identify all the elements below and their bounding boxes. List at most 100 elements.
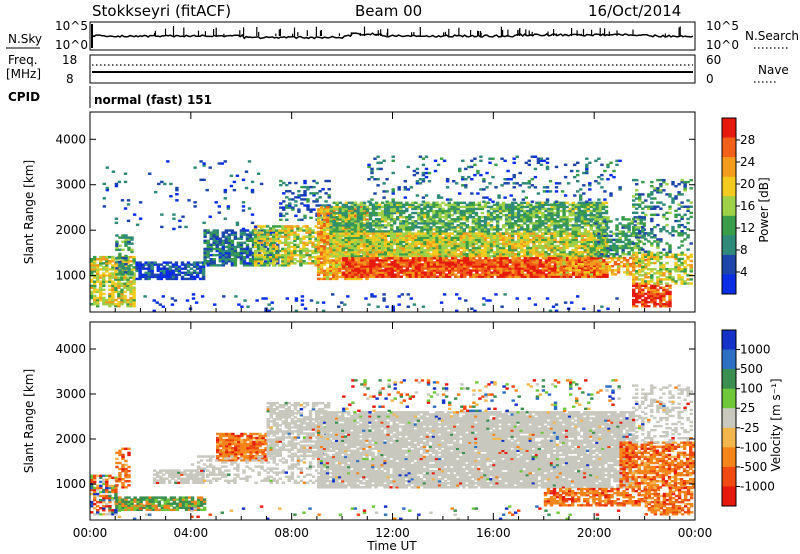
power-cell-2456 (508, 222, 512, 225)
power-cell-547 (212, 260, 216, 263)
power-cell-862 (256, 243, 261, 247)
power-cell-2180 (435, 209, 439, 213)
power-cell-454 (180, 263, 185, 266)
power-cell-516 (203, 231, 207, 234)
power-cell-3450 (480, 234, 485, 238)
power-cell-1261 (316, 214, 321, 217)
power-cell-2978 (356, 244, 361, 248)
power-cell-4500 (538, 275, 543, 278)
power-cell-2471 (511, 222, 515, 225)
power-cell-3297 (441, 253, 445, 256)
power-cell-3497 (495, 253, 500, 256)
power-cell-662 (236, 243, 241, 247)
power-cell-880 (259, 231, 264, 234)
power-cell-279 (132, 260, 136, 263)
power-cell-2081 (411, 220, 415, 223)
power-cell-3708 (553, 234, 557, 238)
power-cell-4610 (575, 275, 579, 278)
power-cell-2255 (453, 205, 457, 209)
power-cell-3329 (447, 232, 451, 235)
power-cell-2768 (580, 205, 585, 209)
power-cell-811 (270, 231, 274, 234)
power-cell-4908 (554, 182, 559, 185)
power-cell-948 (278, 264, 282, 267)
power-cell-4302 (475, 271, 479, 274)
power-cell-432 (171, 273, 176, 277)
power-cell-1393 (332, 267, 336, 270)
power-cell-4252 (457, 259, 461, 262)
power-cell-248 (129, 288, 133, 292)
power-cell-4804 (461, 159, 465, 163)
power-cell-582 (218, 239, 223, 243)
power-cell-2969 (353, 240, 358, 244)
power-cell-343 (130, 238, 134, 241)
power-cell-4698 (602, 275, 606, 278)
power-cell-2702 (565, 222, 569, 225)
power-cell-625 (227, 237, 232, 240)
power-cell-3463 (483, 232, 488, 235)
power-cell-1154 (291, 206, 295, 209)
power-cell-4835 (488, 161, 492, 165)
power-cell-3203 (414, 232, 418, 235)
power-cell-3670 (544, 250, 548, 254)
power-cell-1762 (332, 228, 336, 231)
power-cell-106 (108, 303, 112, 306)
power-cell-49 (96, 274, 100, 277)
power-cell-885 (262, 251, 267, 255)
power-cell-3187 (411, 240, 415, 244)
power-cell-2097 (417, 230, 421, 233)
power-cell-2710 (568, 224, 572, 227)
power-cell-1023 (290, 227, 294, 230)
power-cell-1147 (288, 206, 292, 209)
power-cell-2960 (350, 234, 355, 238)
power-cell-4102 (408, 259, 413, 262)
power-cell-4085 (405, 275, 410, 278)
power-cell-4800 (458, 167, 462, 171)
power-cell-162 (117, 305, 121, 308)
power-cell-4630 (581, 275, 585, 278)
power-cell-3406 (468, 232, 473, 235)
power-cell-285 (115, 256, 119, 260)
power-cell-4390 (502, 263, 506, 266)
power-cell-54 (96, 264, 100, 267)
power-cell-1145 (285, 190, 289, 193)
power-cell-3902 (345, 263, 349, 266)
power-cell-1421 (332, 206, 336, 209)
power-cell-4163 (429, 271, 434, 274)
power-cell-2630 (547, 207, 551, 211)
power-cell-514 (203, 235, 207, 238)
power-cell-3484 (489, 234, 494, 238)
power-cell-4746 (391, 171, 395, 175)
power-cell-2038 (399, 209, 403, 213)
power-cell-2450 (504, 205, 509, 209)
power-cell-2851 (598, 201, 603, 205)
power-cell-4384 (502, 275, 506, 278)
power-cell-611 (224, 235, 229, 238)
power-cell-4322 (481, 267, 485, 270)
power-cell-2303 (465, 209, 470, 213)
power-cell-917 (272, 264, 276, 267)
power-cell-2593 (538, 201, 542, 205)
power-cell-15 (90, 262, 94, 265)
power-cell-1018 (290, 245, 294, 249)
power-cell-1044 (296, 237, 300, 240)
power-cell-3231 (423, 244, 427, 248)
power-cell-1014 (290, 255, 294, 259)
power-cell-319 (124, 256, 128, 260)
power-cell-2098 (417, 226, 421, 229)
power-cell-1355 (325, 212, 330, 215)
power-cell-60 (99, 290, 103, 294)
power-cell-4785 (436, 196, 441, 199)
power-cell-3428 (474, 234, 479, 238)
power-cell-1011 (290, 262, 294, 265)
power-cell-2268 (456, 205, 460, 209)
power-cell-865 (256, 235, 261, 238)
power-cell-670 (239, 251, 244, 255)
power-cell-3993 (372, 257, 376, 260)
power-cell-3061 (377, 240, 382, 244)
power-cell-1336 (325, 257, 330, 260)
power-cell-1120 (314, 247, 318, 251)
power-cell-267 (132, 290, 136, 294)
power-cell-3220 (420, 244, 424, 248)
power-cell-859 (256, 249, 261, 253)
